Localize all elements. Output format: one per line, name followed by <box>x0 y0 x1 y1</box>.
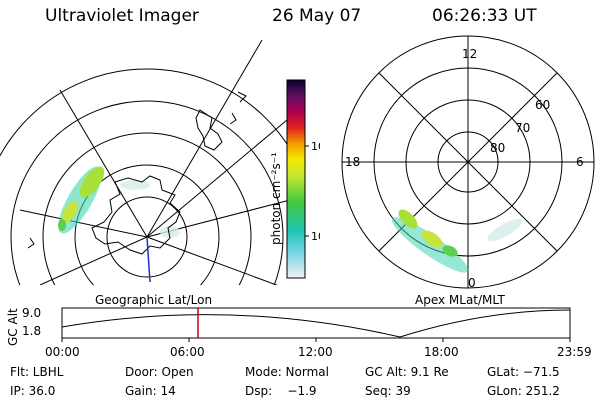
lat-ring <box>106 196 188 278</box>
info-filter: Flt: LBHL <box>10 365 64 379</box>
antarctica-coastline <box>91 175 181 255</box>
instrument-title: Ultraviolet Imager <box>45 6 199 26</box>
colorbar-unit-label: photon cm⁻²s⁻¹ <box>269 152 283 245</box>
mlat-label-80: 80 <box>490 141 505 155</box>
mlt-label-18: 18 <box>345 155 360 169</box>
mlt-label-12: 12 <box>462 47 477 61</box>
auroral-emission <box>58 166 180 238</box>
lat-ring <box>42 132 252 285</box>
geo-panel-label: Geographic Lat/Lon <box>95 293 213 307</box>
info-door: Door: Open <box>125 365 194 379</box>
alt-xtick-1200: 12:00 <box>298 345 333 359</box>
apex-auroral-emission <box>391 209 523 273</box>
alt-xtick-1800: 18:00 <box>424 345 459 359</box>
mlt-label-6: 6 <box>576 155 584 169</box>
alt-ylabel: GC Alt <box>6 308 20 346</box>
altitude-timeline: 9.0 1.8 GC Alt <box>6 306 571 346</box>
date-label: 26 May 07 <box>272 6 362 26</box>
info-glat: GLat: −71.5 <box>487 365 560 379</box>
time-label: 06:26:33 UT <box>432 6 537 26</box>
info-dsp: Dsp: −1.9 <box>245 384 317 398</box>
lat-ring <box>0 68 290 157</box>
alt-ytick-9: 9.0 <box>22 306 41 320</box>
alt-xtick-2359: 23:59 <box>557 345 592 359</box>
geographic-map-panel <box>0 39 290 285</box>
info-ip: IP: 36.0 <box>10 384 56 398</box>
altitude-curve <box>61 309 571 338</box>
apex-panel-label: Apex MLat/MLT <box>415 293 505 307</box>
mlt-label-0: 0 <box>468 276 476 290</box>
mlat-label-70: 70 <box>515 121 530 135</box>
intensity-colorbar: 100 10 photon cm⁻²s⁻¹ <box>269 79 320 279</box>
colorbar-tick-10: 10 <box>311 230 320 243</box>
lat-ring <box>74 164 220 285</box>
alt-xtick-0600: 06:00 <box>170 345 205 359</box>
info-mode: Mode: Normal <box>245 365 329 379</box>
info-glon: GLon: 251.2 <box>487 384 560 398</box>
info-gain: Gain: 14 <box>125 384 176 398</box>
mlat-label-60: 60 <box>535 98 550 112</box>
lat-ring <box>10 100 284 285</box>
apex-polar-panel: 12 18 6 0 60 70 80 <box>341 35 595 290</box>
info-gc-alt: GC Alt: 9.1 Re <box>365 365 449 379</box>
colorbar-tick-100: 100 <box>311 140 320 153</box>
info-seq: Seq: 39 <box>365 384 411 398</box>
spacecraft-meridian-line <box>146 236 151 283</box>
south-america-coastline <box>195 109 223 151</box>
alt-xtick-0000: 00:00 <box>45 345 80 359</box>
alt-ytick-1-8: 1.8 <box>22 324 41 338</box>
